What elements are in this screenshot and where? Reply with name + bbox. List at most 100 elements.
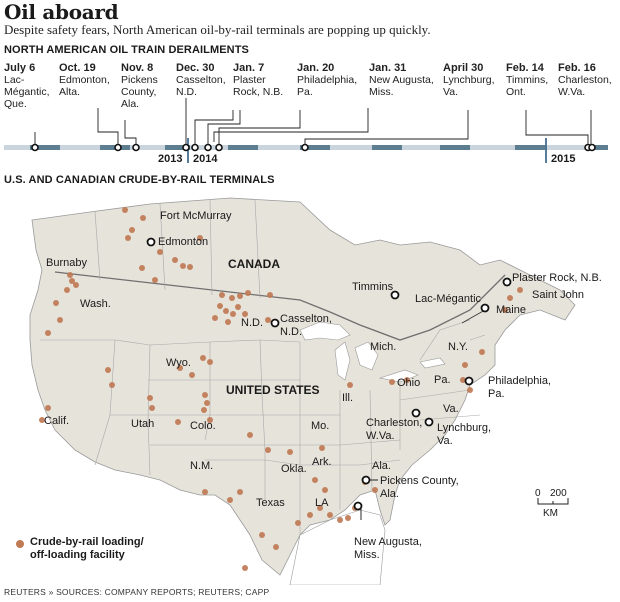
terminal-dot — [517, 287, 523, 293]
terminal-dot — [177, 365, 183, 371]
label-va: Va. — [443, 403, 459, 415]
gulf-of-mexico — [289, 509, 386, 585]
terminal-dot — [125, 235, 131, 241]
label-okla: Okla. — [281, 463, 307, 475]
terminal-dot — [149, 405, 155, 411]
terminal-dot — [230, 311, 236, 317]
marker-casselton — [270, 318, 280, 328]
terminal-dot — [479, 349, 485, 355]
marker-edmonton — [146, 237, 156, 247]
lac-megantic-leader — [461, 309, 486, 324]
state-borders — [40, 199, 486, 535]
terminal-dot — [217, 303, 223, 309]
terminal-dot — [202, 489, 208, 495]
label-ala: Ala. — [372, 460, 391, 472]
label-mo: Mo. — [311, 420, 330, 432]
label-wyo: Wyo. — [166, 357, 191, 369]
map-heading: U.S. AND CANADIAN CRUDE-BY-RAIL TERMINAL… — [4, 174, 275, 186]
label-texas: Texas — [256, 497, 285, 509]
terminal-dot — [317, 505, 323, 511]
terminal-dot — [53, 300, 59, 306]
terminal-dot — [207, 359, 213, 365]
timeline-markers — [31, 143, 596, 152]
terminal-dot — [307, 512, 313, 518]
terminal-dot — [312, 477, 318, 483]
map-legend: Crude-by-rail loading/ off-loading facil… — [16, 536, 176, 562]
north-america-landmass — [29, 197, 576, 576]
terminal-dot — [242, 565, 248, 571]
event-plaster-rock: Jan. 7 Plaster Rock, N.B. — [233, 62, 284, 98]
label-new-augusta: New Augusta, Miss. — [354, 536, 422, 561]
terminal-dot — [202, 392, 208, 398]
marker-timmins — [390, 290, 400, 300]
terminal-dot — [147, 395, 153, 401]
terminal-dot — [157, 249, 163, 255]
terminal-dot — [462, 362, 468, 368]
label-maine: Maine — [496, 304, 526, 316]
scale-zero: 0 — [535, 488, 541, 499]
terminal-dot — [502, 307, 508, 313]
terminal-dot — [69, 278, 75, 284]
legend-label: Crude-by-rail loading/ off-loading facil… — [30, 536, 144, 561]
marker-new-augusta — [353, 501, 363, 511]
label-mich: Mich. — [370, 341, 397, 353]
terminal-dot — [187, 264, 193, 270]
label-calif: Calif. — [44, 415, 70, 427]
terminal-dot — [267, 292, 273, 298]
year-2015-label: 2015 — [551, 153, 576, 165]
terminal-dot — [180, 263, 186, 269]
event-lynchburg: April 30 Lynchburg, Va. — [443, 62, 495, 98]
terminal-dot — [245, 290, 251, 296]
terminal-dots — [39, 207, 523, 571]
terminal-dot — [204, 400, 210, 406]
chart-title: Oil aboard — [4, 0, 119, 24]
terminal-dot — [460, 377, 466, 383]
terminal-dot — [219, 292, 225, 298]
label-burnaby: Burnaby — [46, 257, 87, 269]
terminal-dot — [404, 377, 410, 383]
terminal-dot — [212, 315, 218, 321]
marker-philadelphia — [464, 376, 474, 386]
terminal-dot — [223, 308, 229, 314]
year-2014-label: 2014 — [193, 153, 218, 165]
label-timmins: Timmins — [352, 281, 394, 293]
terminal-dot — [327, 512, 333, 518]
great-lakes — [299, 321, 446, 383]
label-ohio: Ohio — [397, 377, 421, 389]
terminal-dot — [197, 235, 203, 241]
label-pa: Pa. — [434, 374, 451, 386]
event-charleston: Feb. 16 Charleston, W.Va. — [558, 62, 612, 98]
terminal-dot — [242, 311, 248, 317]
scale-value: 200 — [550, 488, 567, 499]
event-philadelphia: Jan. 20 Philadelphia, Pa. — [297, 62, 358, 98]
label-saint-john: Saint John — [532, 289, 584, 301]
label-ny: N.Y. — [448, 341, 468, 353]
terminal-dot — [235, 304, 241, 310]
terminal-dot — [109, 382, 115, 388]
terminal-dot — [322, 487, 328, 493]
terminal-dot — [227, 497, 233, 503]
terminal-dot — [129, 227, 135, 233]
label-lynchburg: Lynchburg, Va. — [437, 422, 492, 447]
terminal-dot — [345, 515, 351, 521]
terminal-dot — [265, 317, 271, 323]
label-lac-megantic: Lac-Mégantic — [415, 293, 482, 305]
terminal-dot — [347, 382, 353, 388]
terminal-dot — [207, 417, 213, 423]
event-timmins: Feb. 14 Timmins, Ont. — [506, 62, 549, 98]
scale-unit: KM — [543, 508, 558, 519]
us-canada-border — [54, 271, 506, 341]
terminal-dot — [467, 387, 473, 393]
label-charleston: Charleston, W.Va. — [366, 417, 423, 442]
terminal-dot — [172, 257, 178, 263]
terminal-dot — [45, 330, 51, 336]
label-united-states: UNITED STATES — [226, 383, 320, 397]
terminal-dot — [265, 447, 271, 453]
year-2013-label: 2013 — [158, 153, 183, 165]
terminal-dot — [507, 295, 513, 301]
event-pickens-county: Nov. 8 Pickens County, Ala. — [121, 62, 158, 110]
marker-lac-megantic — [480, 303, 490, 313]
map-canvas — [29, 197, 576, 585]
chart-subtitle: Despite safety fears, North American oil… — [4, 22, 431, 37]
terminal-dot — [64, 287, 70, 293]
